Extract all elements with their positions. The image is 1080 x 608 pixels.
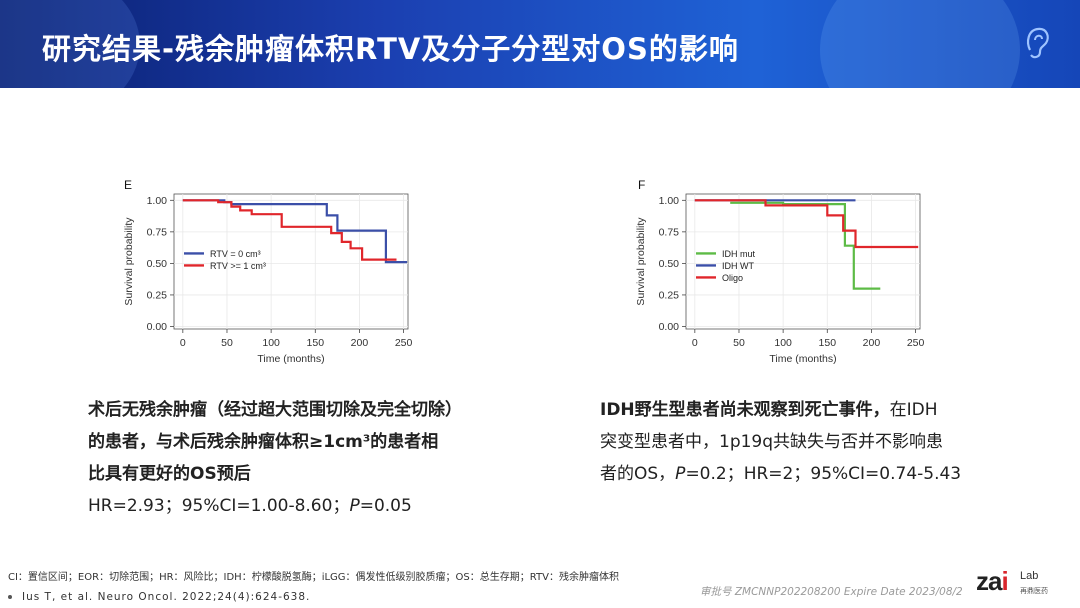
legend-label: Oligo <box>722 273 743 283</box>
x-tick-label: 50 <box>733 337 745 349</box>
logo-za: za <box>976 566 1002 596</box>
bullet-icon <box>8 595 12 599</box>
y-tick-label: 0.25 <box>147 289 168 301</box>
km-chart-e: 0.00 0.25 0.50 0.75 1.00 0 50 100 150 200 250 Time … <box>112 188 422 376</box>
km-chart-f: 0.00 0.25 0.50 0.75 1.00 0 50 100 150 200 250 Time … <box>624 188 934 376</box>
chart-f-x-axis-label: Time (months) <box>769 353 836 365</box>
chart-e-y-axis-label: Survival probability <box>123 217 135 306</box>
left-conclusion: 术后无残余肿瘤（经过超大范围切除及完全切除） 的患者，与术后残余肿瘤体积≥1cm… <box>88 394 508 522</box>
x-tick-label: 0 <box>180 337 186 349</box>
y-tick-label: 0.00 <box>659 321 680 333</box>
x-tick-label: 200 <box>863 337 881 349</box>
banner-glow <box>0 0 140 88</box>
right-conclusion: IDH野生型患者尚未观察到死亡事件，在IDH 突变型患者中，1p19q共缺失与否… <box>600 394 1000 490</box>
header-banner: 研究结果-残余肿瘤体积RTV及分子分型对OS的影响 <box>0 0 1080 88</box>
right-line-3: 者的OS，P=0.2；HR=2；95%CI=0.74-5.43 <box>600 458 1000 490</box>
right-bold: IDH野生型患者尚未观察到死亡事件， <box>600 400 890 420</box>
legend-label: IDH WT <box>722 261 754 271</box>
panel-label-f: F <box>638 178 646 192</box>
chart-e-x-axis-label: Time (months) <box>257 353 324 365</box>
reference-text: Ius T, et al. Neuro Oncol. 2022;24(4):62… <box>22 591 311 603</box>
y-tick-label: 0.00 <box>147 321 168 333</box>
left-line-3: 比具有更好的OS预后 <box>88 464 251 484</box>
panel-label-e: E <box>124 178 133 192</box>
left-line-1: 术后无残余肿瘤（经过超大范围切除及完全切除） <box>88 400 462 420</box>
right-line-3-suffix: =0.2；HR=2；95%CI=0.74-5.43 <box>685 464 962 484</box>
legend-label: RTV >= 1 cm³ <box>210 261 266 271</box>
km-plot-f: 0.00 0.25 0.50 0.75 1.00 0 50 100 150 200 250 Time … <box>635 193 925 365</box>
y-tick-label: 0.75 <box>659 226 680 238</box>
left-stats: HR=2.93；95%CI=1.00-8.60；P=0.05 <box>88 490 508 522</box>
right-line-1: IDH野生型患者尚未观察到死亡事件，在IDH <box>600 394 1000 426</box>
x-tick-label: 150 <box>819 337 837 349</box>
x-tick-label: 100 <box>262 337 280 349</box>
y-tick-label: 1.00 <box>147 195 168 207</box>
chart-f-y-axis-label: Survival probability <box>635 217 647 306</box>
plot-frame <box>685 193 921 330</box>
legend-label: IDH mut <box>722 249 756 259</box>
right-p-label: P <box>675 464 686 484</box>
zailab-logo: zai Lab 再鼎医药 <box>976 566 1062 600</box>
survival-curve <box>182 199 397 261</box>
plot-frame <box>173 193 409 330</box>
page-title: 研究结果-残余肿瘤体积RTV及分子分型对OS的影响 <box>42 32 739 66</box>
right-line-2: 突变型患者中，1p19q共缺失与否并不影响患 <box>600 432 944 452</box>
right-line-1-rest: 在IDH <box>889 400 938 420</box>
y-tick-label: 0.50 <box>147 258 168 270</box>
left-line-2: 的患者，与术后残余肿瘤体积≥1cm³的患者相 <box>88 432 439 452</box>
logo-i: i <box>1001 566 1008 596</box>
logo-chinese: 再鼎医药 <box>1020 587 1048 595</box>
x-tick-label: 200 <box>351 337 369 349</box>
x-tick-label: 0 <box>692 337 698 349</box>
y-tick-label: 0.25 <box>659 289 680 301</box>
abbreviation-footnote: CI：置信区间；EOR：切除范围；HR：风险比；IDH：柠檬酸脱氢酶；iLGG：… <box>8 572 619 583</box>
logo-lab: Lab <box>1020 570 1039 582</box>
survival-curve <box>730 201 881 290</box>
x-tick-label: 250 <box>395 337 413 349</box>
banner-glow <box>820 0 1020 88</box>
x-tick-label: 250 <box>907 337 925 349</box>
y-tick-label: 0.75 <box>147 226 168 238</box>
logo-wordmark: zai <box>976 566 1009 597</box>
x-tick-label: 150 <box>307 337 325 349</box>
ear-icon <box>1027 27 1049 59</box>
left-p-value: =0.05 <box>359 496 412 516</box>
x-tick-label: 50 <box>221 337 233 349</box>
km-plot-e: 0.00 0.25 0.50 0.75 1.00 0 50 100 150 200 250 Time … <box>123 193 413 365</box>
x-tick-label: 100 <box>774 337 792 349</box>
right-line-3-prefix: 者的OS， <box>600 464 676 484</box>
left-p-label: P <box>349 496 360 516</box>
y-tick-label: 0.50 <box>659 258 680 270</box>
y-tick-label: 1.00 <box>659 195 680 207</box>
approval-number: 审批号 ZMCNNP202208200 Expire Date 2023/08/… <box>700 586 963 598</box>
legend-label: RTV = 0 cm³ <box>210 249 261 259</box>
reference-citation: Ius T, et al. Neuro Oncol. 2022;24(4):62… <box>8 591 310 603</box>
survival-curve <box>694 199 919 249</box>
left-stat-prefix: HR=2.93；95%CI=1.00-8.60； <box>88 496 350 516</box>
